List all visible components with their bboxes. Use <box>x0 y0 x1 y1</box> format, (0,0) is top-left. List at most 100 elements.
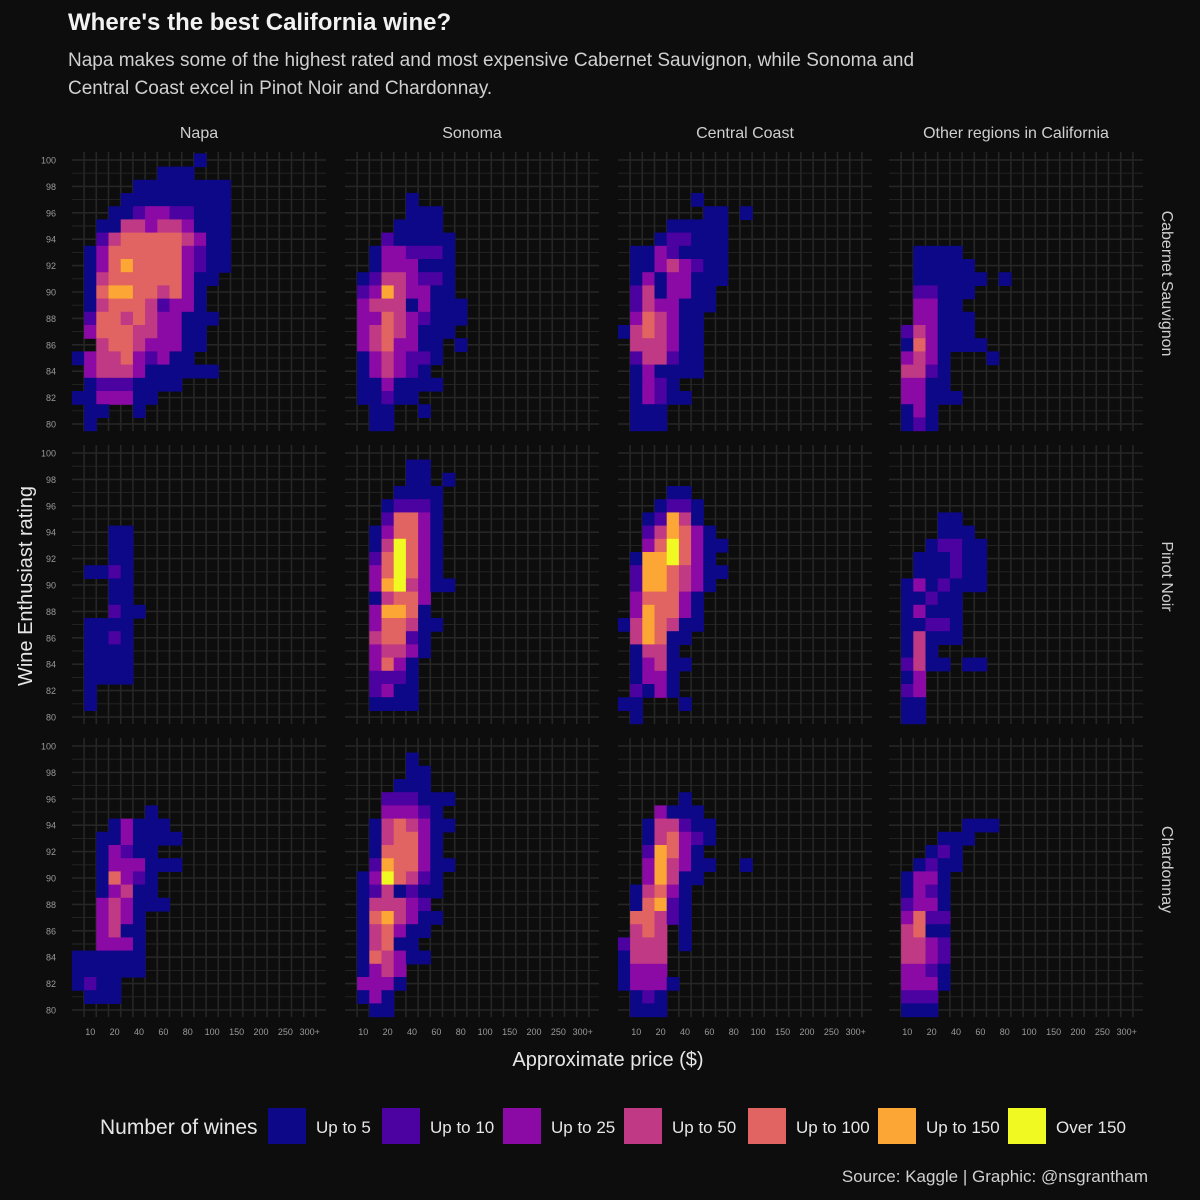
heat-cell <box>937 325 951 339</box>
y-tick-label: 92 <box>46 847 56 857</box>
heat-cell <box>369 538 383 553</box>
heat-cell <box>357 871 370 886</box>
heat-cell <box>666 219 680 234</box>
heat-cell <box>405 950 419 965</box>
heat-cell <box>913 858 927 872</box>
heat-cell <box>913 657 927 672</box>
heat-cell <box>703 298 717 313</box>
x-tick-label: 10 <box>902 1027 912 1037</box>
heat-cell <box>169 311 183 326</box>
legend-item-up-to-10: Up to 10 <box>382 1108 494 1144</box>
heat-cell <box>642 417 656 432</box>
heat-cell <box>666 364 680 379</box>
heat-cell <box>145 311 158 326</box>
heat-cell <box>418 364 431 379</box>
heat-cell <box>405 818 419 833</box>
heat-cell <box>654 245 668 260</box>
heat-cell <box>666 325 680 339</box>
heat-cell <box>108 338 122 352</box>
heat-cell <box>442 578 456 593</box>
heat-cell <box>925 845 939 859</box>
legend-item-up-to-100: Up to 100 <box>748 1108 870 1144</box>
heat-cell <box>393 325 407 339</box>
heat-cell <box>405 631 419 645</box>
heat-cell <box>145 391 158 405</box>
heat-cell <box>96 990 110 1004</box>
x-tick-label: 10 <box>631 1027 641 1037</box>
heat-cell <box>418 871 431 886</box>
heat-cell <box>418 924 431 938</box>
heat-cell <box>120 831 134 846</box>
legend-swatch <box>624 1108 662 1144</box>
heat-cell <box>108 325 122 339</box>
heat-cell <box>145 206 158 220</box>
heat-cell <box>715 232 729 247</box>
legend-label: Up to 50 <box>672 1118 736 1137</box>
heat-cell <box>369 963 383 978</box>
heat-cell <box>654 950 668 965</box>
heat-cell <box>405 657 419 672</box>
heat-cell <box>925 538 939 553</box>
heat-cell <box>181 166 195 181</box>
heat-cell <box>357 364 370 379</box>
heat-cell <box>691 325 704 339</box>
heat-cell <box>132 950 146 965</box>
heat-cell <box>654 858 668 872</box>
x-tick-label: 200 <box>799 1027 814 1037</box>
heat-cell <box>181 338 195 352</box>
legend-swatch <box>878 1108 916 1144</box>
heat-cell <box>393 845 407 859</box>
heat-cell <box>962 565 975 579</box>
heat-cell <box>974 338 988 352</box>
heat-cell <box>937 858 951 872</box>
facet-row-label-pinot-noir: Pinot Noir <box>1158 541 1175 612</box>
heat-cell <box>393 805 407 820</box>
heat-cell <box>132 845 146 859</box>
heat-cell <box>218 219 232 234</box>
x-tick-label: 20 <box>110 1027 120 1037</box>
heat-cell <box>666 338 680 352</box>
heat-cell <box>393 670 407 685</box>
legend-label: Up to 100 <box>796 1118 870 1137</box>
heat-cell <box>630 977 643 991</box>
heat-cell <box>381 538 395 553</box>
heat-cell <box>369 565 383 579</box>
heat-cell <box>96 219 110 234</box>
heat-cell <box>901 937 914 952</box>
heat-cell <box>442 285 456 300</box>
heat-cell <box>666 311 680 326</box>
heat-cell <box>913 884 927 899</box>
heat-cell <box>715 565 729 579</box>
heat-cell <box>418 232 431 247</box>
x-tick-label: 200 <box>253 1027 268 1037</box>
heat-cell <box>901 684 914 698</box>
heat-cell <box>654 298 668 313</box>
heat-cell <box>901 990 914 1004</box>
heat-cell <box>108 618 122 632</box>
heat-cell <box>913 871 927 886</box>
heat-cell <box>405 298 419 313</box>
heat-cell <box>913 977 927 991</box>
heat-cell <box>206 311 219 326</box>
heat-cell <box>901 884 914 899</box>
heat-cell <box>678 818 692 833</box>
heat-cell <box>169 259 183 273</box>
heat-cell <box>157 193 171 207</box>
heat-cell <box>913 338 927 352</box>
heat-cell <box>654 272 668 286</box>
heat-cell <box>96 311 110 326</box>
heat-cell <box>381 618 395 632</box>
legend: Number of wines Up to 5 Up to 10 Up to 25 U… <box>100 1108 1126 1144</box>
heat-cell <box>654 404 668 418</box>
heat-cell <box>120 338 134 352</box>
heat-cell <box>71 950 85 965</box>
heat-cell <box>96 657 110 672</box>
heat-cell <box>974 538 988 553</box>
heat-cell <box>381 351 395 366</box>
heat-cell <box>949 631 963 645</box>
heat-cell <box>630 272 643 286</box>
heat-cell <box>913 351 927 366</box>
heat-cell <box>96 937 110 952</box>
heat-cell <box>157 166 171 181</box>
heat-cell <box>369 338 383 352</box>
